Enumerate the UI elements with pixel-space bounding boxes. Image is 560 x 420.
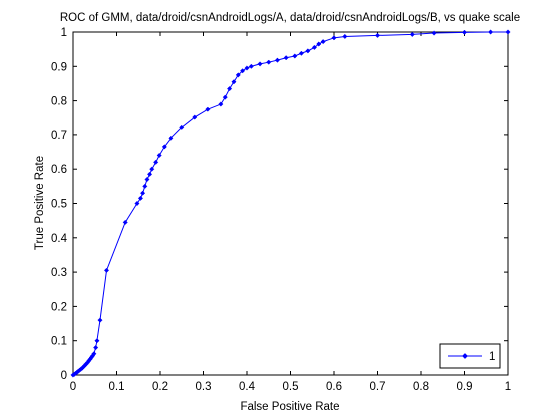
y-tick-label: 0.1 — [51, 336, 67, 348]
axis-ticks: 0 0.1 0.2 0.3 0.4 0.5 0.6 0.7 0.8 0.9 1 0 0.1 0.2 0.3 0… — [51, 27, 511, 393]
y-tick-label: 0.6 — [51, 164, 67, 176]
data-point — [103, 267, 110, 273]
data-point — [274, 57, 281, 63]
legend: 1 — [439, 343, 501, 369]
data-point — [342, 33, 348, 40]
data-point — [140, 190, 146, 196]
data-point — [142, 183, 148, 189]
y-tick-label: 0.3 — [51, 267, 67, 279]
data-point — [227, 86, 233, 92]
y-tick-label: 0.2 — [51, 301, 67, 313]
data-point — [311, 44, 317, 50]
data-point — [244, 65, 250, 71]
data-point — [257, 61, 263, 67]
x-tick-label: 0.2 — [152, 381, 168, 393]
x-tick-label: 0.7 — [370, 381, 386, 393]
x-tick-label: 1 — [505, 381, 511, 393]
x-tick-label: 0 — [70, 381, 76, 393]
data-point — [153, 159, 159, 165]
data-point — [283, 55, 289, 61]
plot-area — [72, 31, 509, 376]
data-point — [94, 338, 100, 344]
y-tick-label: 0.9 — [51, 61, 67, 73]
data-point — [374, 32, 381, 38]
x-axis-label: False Positive Rate — [240, 401, 339, 413]
data-point — [179, 124, 185, 130]
legend-point-marker — [462, 353, 468, 359]
data-point — [488, 29, 494, 35]
data-point — [320, 39, 326, 45]
data-point — [240, 68, 246, 74]
data-point — [231, 79, 237, 85]
data-point — [218, 101, 224, 107]
data-point — [298, 50, 304, 56]
data-point — [192, 114, 198, 120]
data-point — [292, 53, 298, 59]
data-point — [235, 72, 241, 78]
data-point — [305, 48, 311, 54]
data-point — [266, 59, 272, 65]
x-tick-label: 0.1 — [109, 381, 125, 393]
data-point — [331, 35, 337, 41]
x-tick-label: 0.8 — [413, 381, 429, 393]
data-point — [149, 166, 155, 172]
data-point — [144, 176, 150, 183]
y-tick-label: 0.7 — [51, 130, 67, 142]
data-point — [161, 144, 167, 150]
chart-title: ROC of GMM, data/droid/csnAndroidLogs/A,… — [60, 12, 520, 24]
data-point — [156, 152, 162, 159]
x-tick-label: 0.5 — [283, 381, 299, 393]
y-tick-label: 0 — [61, 370, 67, 382]
data-point — [168, 135, 174, 141]
data-point — [409, 31, 415, 37]
data-point — [93, 345, 99, 351]
data-point — [248, 63, 254, 69]
legend-entry: 1 — [489, 351, 495, 363]
x-tick-label: 0.3 — [196, 381, 212, 393]
data-point — [316, 41, 322, 47]
y-tick-label: 1 — [61, 27, 67, 39]
data-point — [431, 30, 437, 36]
data-point — [137, 195, 143, 201]
data-point — [97, 317, 103, 323]
data-point — [205, 106, 211, 112]
data-point — [134, 200, 140, 207]
x-tick-label: 0.6 — [326, 381, 342, 393]
data-point — [461, 29, 468, 35]
y-tick-label: 0.8 — [51, 96, 67, 108]
data-point — [222, 94, 228, 100]
series-layer — [70, 29, 511, 378]
y-tick-label: 0.5 — [51, 199, 67, 211]
data-point — [147, 171, 153, 177]
x-tick-label: 0.9 — [457, 381, 473, 393]
data-point — [122, 219, 128, 225]
y-tick-label: 0.4 — [51, 233, 68, 245]
x-tick-label: 0.4 — [239, 381, 256, 393]
data-point — [505, 29, 511, 35]
y-axis-label: True Positive Rate — [34, 156, 46, 250]
data-point — [91, 351, 97, 357]
